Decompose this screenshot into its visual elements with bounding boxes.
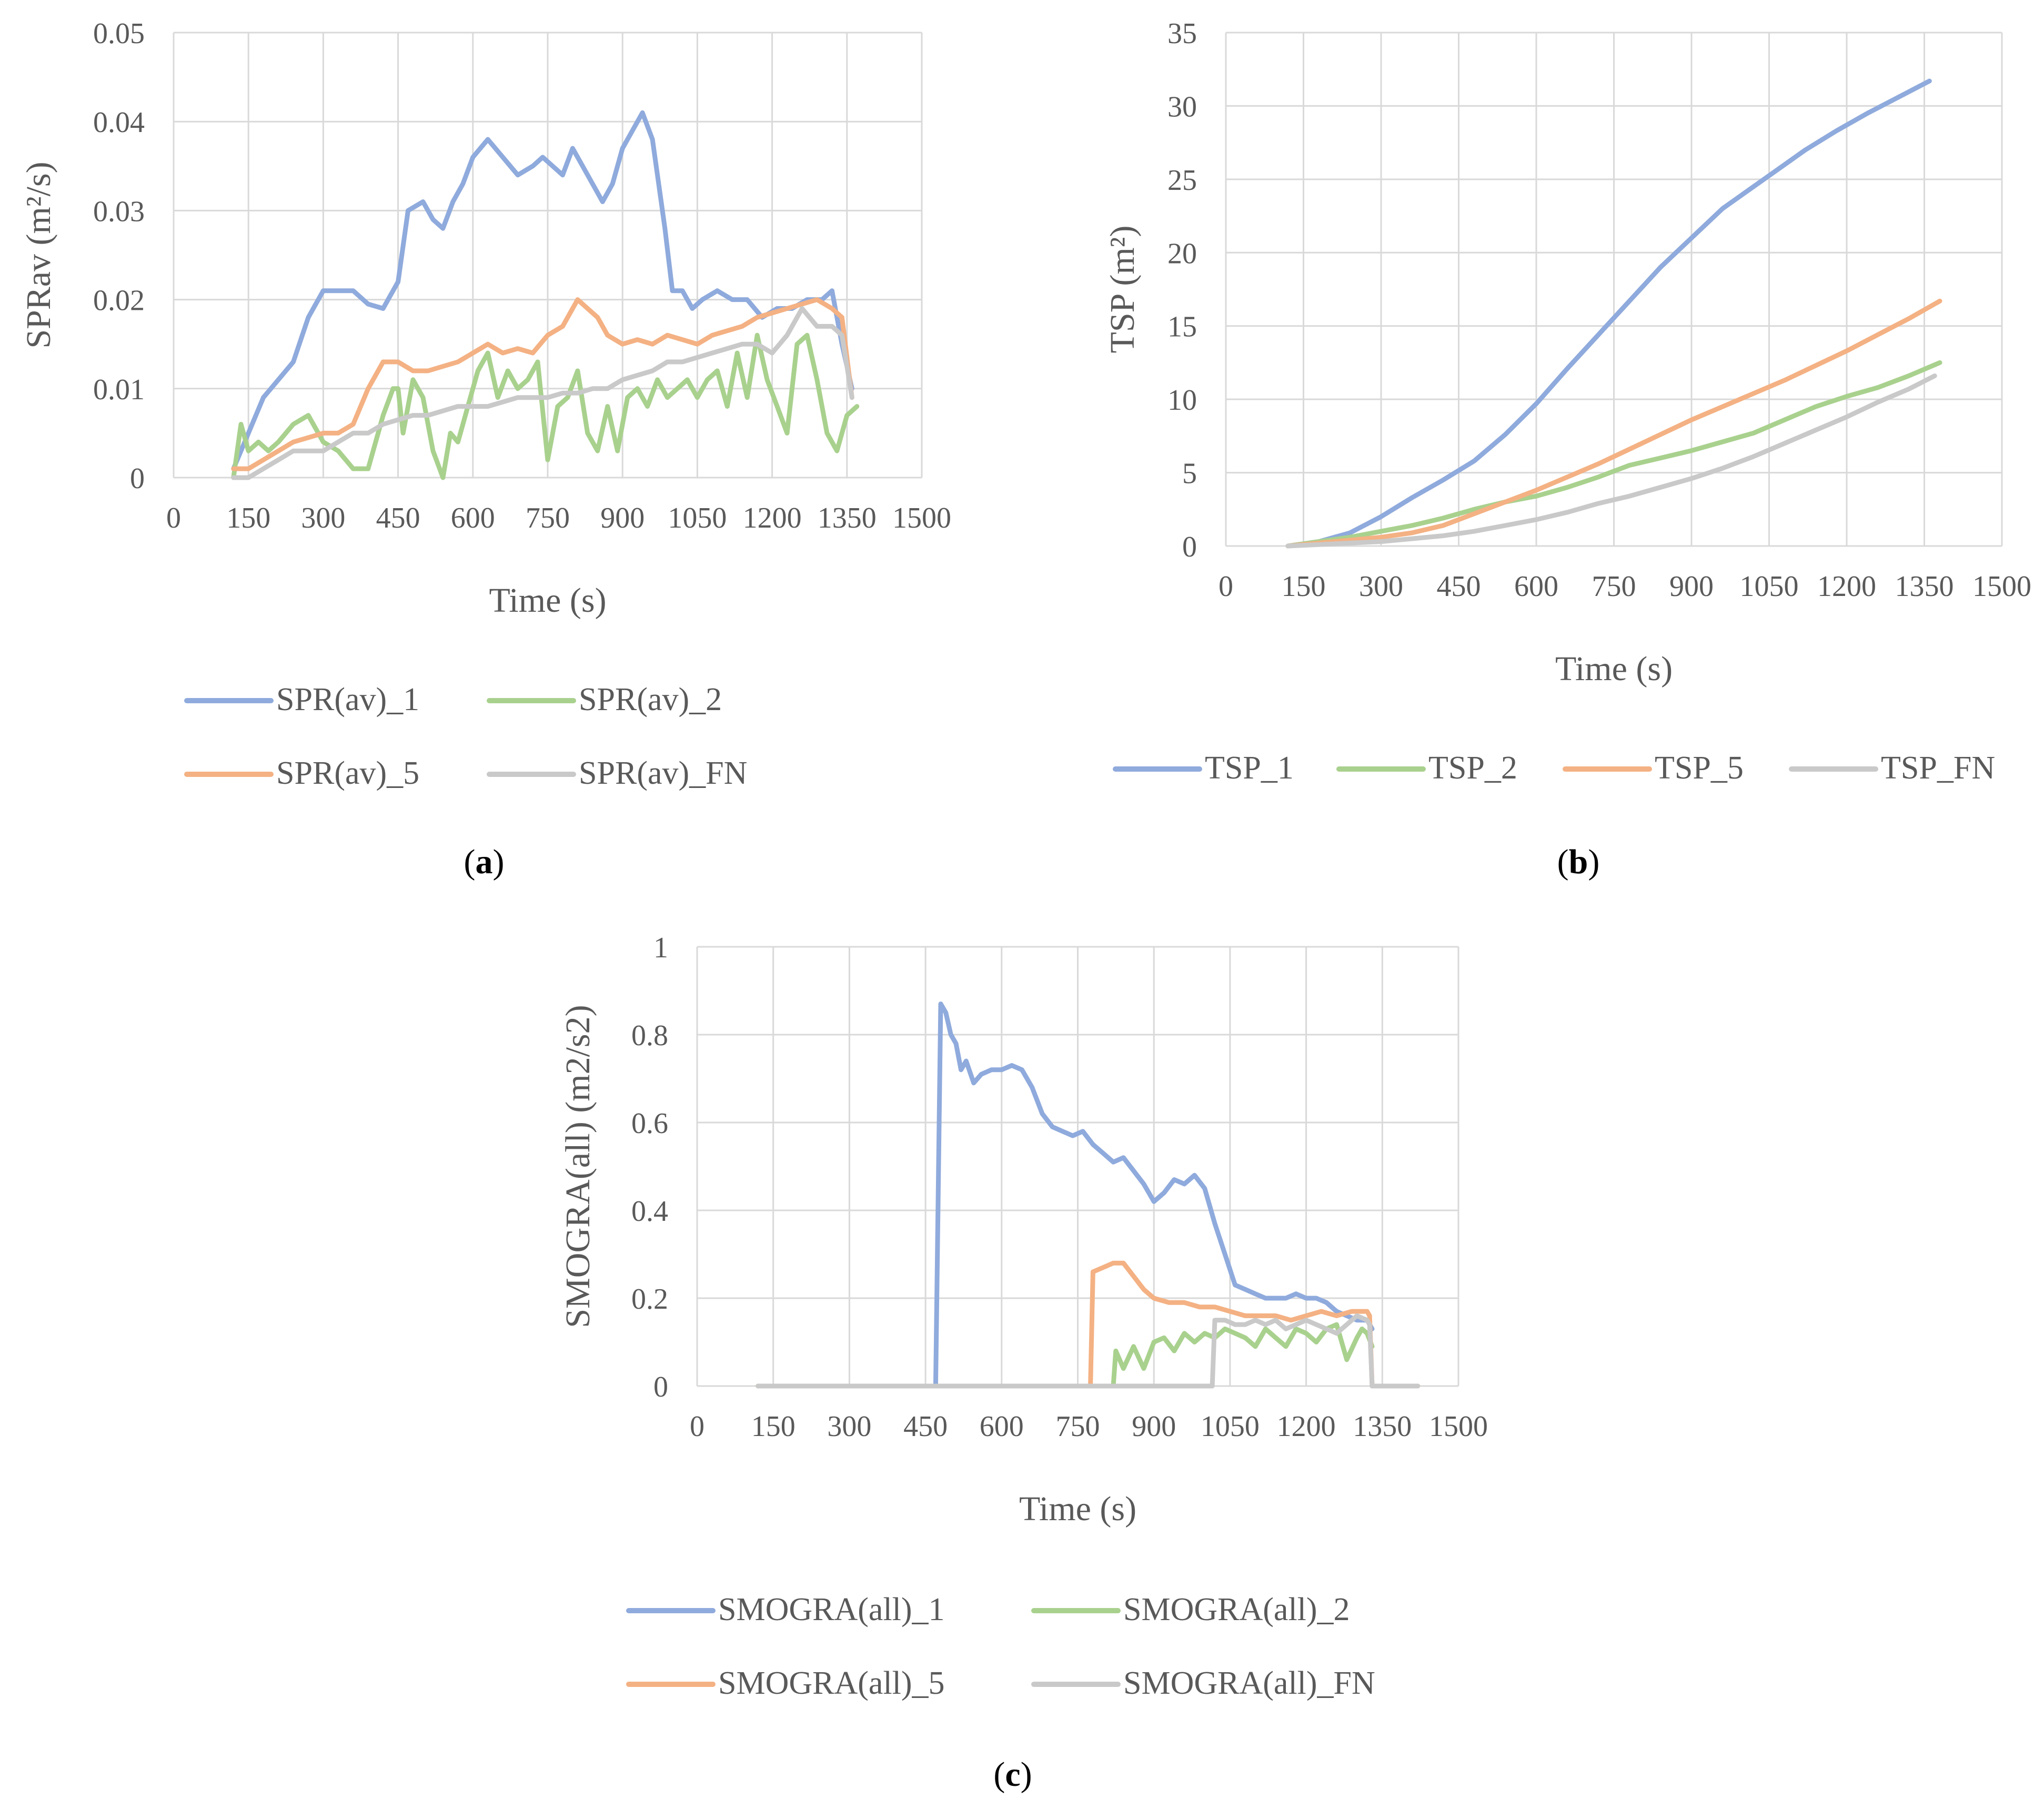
legend-label: SPR(av)_1 <box>276 682 419 717</box>
series-line-smogra-all-1 <box>756 1002 1375 1389</box>
x-tick-label: 900 <box>1669 570 1714 603</box>
y-tick-label: 0.03 <box>93 195 145 228</box>
x-tick-label: 1350 <box>818 502 877 534</box>
legend-label: TSP_5 <box>1655 750 1744 786</box>
y-tick-label: 30 <box>1167 90 1197 123</box>
legend-label: TSP_FN <box>1881 750 1995 786</box>
legend-label: TSP_2 <box>1428 750 1517 786</box>
x-tick-label: 450 <box>1437 570 1481 603</box>
x-tick-label: 900 <box>1132 1410 1176 1443</box>
series-line-tsp-fn <box>1285 373 1937 549</box>
y-tick-label: 0.4 <box>631 1195 668 1228</box>
x-tick-label: 150 <box>226 502 270 534</box>
y-tick-label: 0 <box>130 462 145 495</box>
x-tick-label: 1200 <box>743 502 802 534</box>
x-tick-label: 600 <box>451 502 495 534</box>
x-tick-label: 750 <box>1056 1410 1100 1443</box>
y-tick-label: 15 <box>1167 311 1197 343</box>
x-tick-label: 300 <box>1359 570 1403 603</box>
y-tick-label: 0 <box>653 1371 668 1403</box>
y-tick-label: 0.04 <box>93 106 145 139</box>
panel-caption: (b) <box>1557 843 1600 881</box>
chart-panel-c: 0 150 300 450 600 750 900 1050 1200 1350 1500 0 0.2 0… <box>559 932 1488 1794</box>
legend-label: SPR(av)_FN <box>579 755 747 791</box>
legend-label: SMOGRA(all)_FN <box>1123 1665 1375 1701</box>
series-line-spr-av-5 <box>231 297 854 471</box>
x-tick-label: 450 <box>376 502 420 534</box>
y-tick-label: 0.6 <box>631 1107 668 1140</box>
y-tick-label: 0.02 <box>93 285 145 317</box>
y-tick-label: 5 <box>1182 458 1197 490</box>
x-axis-title: Time (s) <box>1555 650 1673 688</box>
legend-label: TSP_1 <box>1205 750 1294 786</box>
x-tick-label: 0 <box>690 1410 704 1443</box>
y-axis-title: TSP (m²) <box>1103 226 1142 353</box>
series-line-smogra-all-fn <box>756 1313 1421 1389</box>
x-tick-label: 600 <box>1514 570 1558 603</box>
chart-panel-a: 0 150 300 450 600 750 900 1050 1200 1350 1500 0 0.01… <box>19 17 951 881</box>
x-tick-label: 900 <box>600 502 645 534</box>
y-tick-label: 0.01 <box>93 373 145 406</box>
x-tick-label: 1200 <box>1817 570 1876 603</box>
x-tick-label: 0 <box>166 502 181 534</box>
x-tick-label: 1050 <box>1740 570 1799 603</box>
x-tick-label: 1350 <box>1895 570 1954 603</box>
y-axis-title: SMOGRA(all) (m2/s2) <box>559 1005 597 1328</box>
x-tick-label: 1350 <box>1353 1410 1412 1443</box>
legend-label: SPR(av)_2 <box>579 682 722 717</box>
x-tick-label: 1050 <box>1201 1410 1260 1443</box>
x-tick-label: 1500 <box>1972 570 2031 603</box>
legend-label: SMOGRA(all)_5 <box>718 1665 945 1701</box>
y-axis-title: SPRav (m²/s) <box>19 161 58 348</box>
y-tick-label: 0.2 <box>631 1283 668 1316</box>
y-tick-label: 10 <box>1167 384 1197 417</box>
y-tick-label: 0 <box>1182 531 1197 563</box>
legend-label: SMOGRA(all)_1 <box>718 1592 945 1627</box>
panel-caption-letter: b <box>1569 843 1588 881</box>
panel-caption: (a) <box>464 843 505 881</box>
x-tick-label: 150 <box>1282 570 1326 603</box>
y-tick-label: 25 <box>1167 164 1197 197</box>
x-tick-label: 450 <box>903 1410 948 1443</box>
legend-label: SPR(av)_5 <box>276 755 419 791</box>
y-tick-label: 20 <box>1167 237 1197 270</box>
x-tick-label: 750 <box>1592 570 1636 603</box>
x-tick-label: 1050 <box>668 502 727 534</box>
series-line-smogra-all-5 <box>756 1260 1421 1389</box>
series-line-tsp-1 <box>1285 78 1932 549</box>
x-tick-label: 300 <box>301 502 345 534</box>
x-axis-title: Time (s) <box>1019 1490 1136 1528</box>
y-tick-label: 0.05 <box>93 17 145 50</box>
x-tick-label: 150 <box>751 1410 796 1443</box>
series-line-spr-av-fn <box>231 306 854 480</box>
series-line-spr-av-1 <box>231 110 854 471</box>
y-tick-label: 0.8 <box>631 1019 668 1052</box>
y-tick-label: 1 <box>653 932 668 964</box>
series-line-tsp-2 <box>1285 360 1942 549</box>
panel-caption: (c) <box>993 1755 1032 1794</box>
panel-caption-letter: a <box>476 843 493 881</box>
x-tick-label: 1200 <box>1277 1410 1336 1443</box>
x-tick-label: 0 <box>1219 570 1233 603</box>
chart-panel-b: 0 150 300 450 600 750 900 1050 1200 1350 1500 0 5 10 1… <box>1103 17 2031 881</box>
legend-label: SMOGRA(all)_2 <box>1123 1592 1350 1627</box>
series-line-tsp-5 <box>1285 298 1942 549</box>
x-axis-title: Time (s) <box>489 581 606 620</box>
x-tick-label: 1500 <box>1429 1410 1488 1443</box>
x-tick-label: 1500 <box>892 502 951 534</box>
x-tick-label: 750 <box>526 502 570 534</box>
x-tick-label: 300 <box>827 1410 871 1443</box>
y-tick-label: 35 <box>1167 17 1197 50</box>
panel-caption-letter: c <box>1005 1755 1020 1794</box>
x-tick-label: 600 <box>980 1410 1024 1443</box>
